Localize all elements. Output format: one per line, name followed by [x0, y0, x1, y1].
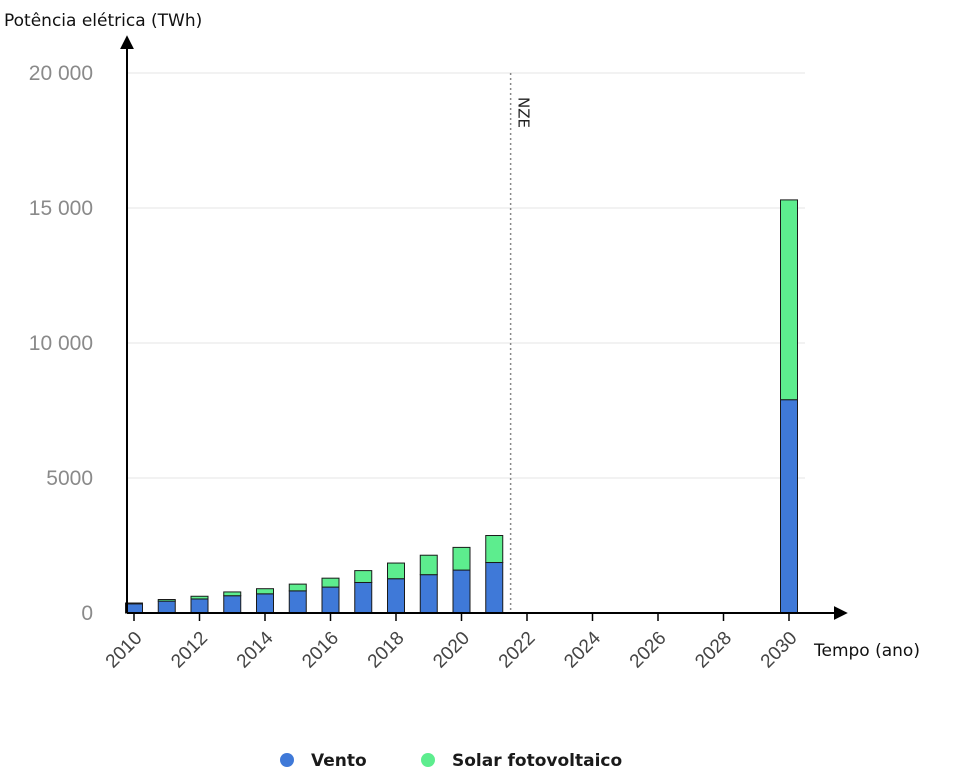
bar-vento-2015 — [288, 590, 307, 614]
legend-swatch-vento — [280, 753, 294, 767]
bar-vento-2014 — [256, 593, 274, 614]
bar-solar-2017 — [354, 570, 373, 583]
bar-solar-2010 — [125, 602, 143, 605]
bar-solar-2015 — [288, 583, 307, 592]
legend: Vento Solar fotovoltaico — [280, 751, 622, 771]
x-tick-label: 2014 — [233, 627, 278, 672]
bar-solar-2012 — [190, 595, 209, 600]
x-tick-label: 2028 — [691, 628, 736, 673]
bar-vento-2030 — [780, 399, 798, 614]
bar-vento-2011 — [157, 600, 176, 614]
bar-solar-2011 — [157, 599, 176, 602]
y-tick-label: 15 000 — [29, 197, 93, 220]
bar-solar-2013 — [223, 591, 242, 597]
bars — [125, 199, 798, 614]
x-tick-label: 2018 — [364, 628, 409, 673]
x-tick-label: 2024 — [560, 627, 605, 672]
x-tick-label: 2010 — [102, 628, 147, 673]
bar-vento-2019 — [419, 574, 438, 614]
y-axis-title: Potência elétrica (TWh) — [4, 11, 202, 31]
bar-vento-2013 — [223, 595, 242, 614]
x-tick-label: 2020 — [429, 628, 474, 673]
bar-solar-2030 — [780, 199, 798, 401]
gridlines — [127, 72, 805, 479]
bar-vento-2018 — [387, 578, 405, 614]
legend-label-vento: Vento — [311, 751, 367, 771]
x-tick-label: 2030 — [757, 628, 802, 673]
bar-vento-2012 — [190, 598, 209, 614]
bar-solar-2014 — [256, 588, 274, 595]
bar-solar-2020 — [452, 546, 471, 571]
x-axis-title: Tempo (ano) — [813, 641, 920, 661]
nze-label: NZE — [515, 97, 533, 128]
x-tick-label: 2022 — [495, 628, 540, 673]
y-tick-label: 0 — [81, 602, 93, 625]
bar-vento-2020 — [452, 569, 471, 614]
bar-solar-2021 — [485, 535, 504, 564]
x-tick-label: 2016 — [298, 628, 343, 673]
bar-solar-2019 — [419, 554, 438, 576]
axes — [120, 35, 848, 621]
legend-swatch-solar — [421, 753, 435, 767]
y-tick-label: 20 000 — [29, 62, 93, 85]
x-tick-label: 2026 — [626, 628, 671, 673]
y-tick-label: 10 000 — [29, 332, 93, 355]
bar-vento-2016 — [321, 586, 340, 614]
bar-vento-2017 — [354, 581, 373, 614]
bar-solar-2016 — [321, 577, 340, 588]
x-tick-label: 2012 — [167, 628, 212, 673]
bar-solar-2018 — [387, 562, 405, 580]
bar-vento-2010 — [125, 603, 143, 614]
bar-vento-2021 — [485, 562, 504, 614]
tick-labels: 0 5000 10 000 15 000 20 000 2010 2012 2014 2016 2… — [29, 62, 802, 672]
annotations: NZE — [509, 73, 533, 613]
legend-label-solar: Solar fotovoltaico — [452, 751, 622, 771]
y-tick-label: 5000 — [46, 467, 93, 490]
